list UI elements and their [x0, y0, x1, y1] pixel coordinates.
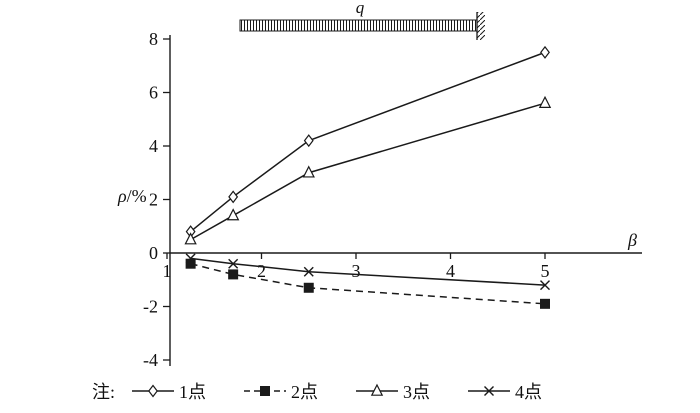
- y-axis-label: ρ/%: [117, 186, 147, 206]
- series-line: [190, 102, 546, 241]
- legend-label: 4点: [515, 382, 542, 402]
- y-tick-label: 8: [149, 29, 158, 49]
- x-tick-label: 2: [257, 261, 266, 281]
- legend-label: 3点: [403, 382, 430, 402]
- marker-diamond: [303, 134, 314, 148]
- x-tick-label: 1: [163, 261, 172, 281]
- y-tick-label: 2: [149, 190, 158, 210]
- series-line: [190, 257, 546, 286]
- y-tick-label: 6: [149, 83, 158, 103]
- y-tick-label: 0: [149, 243, 158, 263]
- legend-item-2点: 2点: [244, 382, 318, 402]
- y-tick-label: -2: [143, 297, 158, 317]
- legend-label: 2点: [291, 382, 318, 402]
- x-axis-label: β: [627, 230, 637, 250]
- x-tick-label: 5: [541, 261, 550, 281]
- legend: 注: 1点 2点 3点 4点: [92, 382, 542, 402]
- marker-square: [228, 269, 239, 280]
- distributed-load-schematic: q: [239, 0, 485, 40]
- x-tick-label: 4: [446, 261, 455, 281]
- axes: -4 -2 0 2 4 6 8 1 2 3 4 5 β ρ/%: [117, 29, 642, 370]
- marker-triangle: [226, 208, 240, 221]
- marker-square: [540, 298, 550, 309]
- marker-diamond: [540, 45, 550, 59]
- marker-square: [303, 282, 314, 293]
- series-4点: [185, 253, 550, 291]
- marker-triangle: [302, 165, 315, 178]
- legend-item-1点: 1点: [132, 382, 206, 402]
- series-1点: [185, 45, 550, 239]
- series-2点: [185, 258, 550, 309]
- marker-diamond: [148, 384, 158, 398]
- series-line: [190, 262, 546, 305]
- marker-square: [260, 386, 270, 396]
- marker-diamond: [228, 190, 239, 204]
- y-tick-label: 4: [149, 136, 158, 156]
- load-label: q: [356, 0, 365, 17]
- series-3点: [184, 95, 552, 245]
- legend-prefix: 注:: [92, 382, 115, 402]
- legend-item-4点: 4点: [468, 382, 542, 402]
- legend-item-3点: 3点: [356, 382, 430, 402]
- y-tick-label: -4: [143, 350, 158, 370]
- marker-triangle: [370, 383, 384, 396]
- x-tick-label: 3: [352, 261, 361, 281]
- legend-label: 1点: [179, 382, 206, 402]
- marker-triangle: [538, 95, 552, 109]
- marker-triangle: [184, 232, 197, 245]
- series-line: [190, 51, 546, 233]
